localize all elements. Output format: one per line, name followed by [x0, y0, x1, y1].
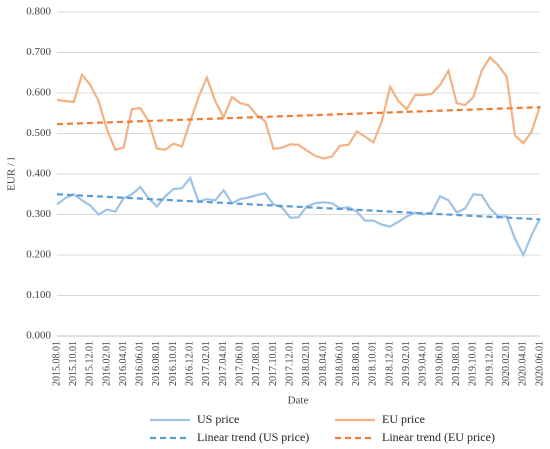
x-tick-label: 2018.06.01	[334, 341, 345, 386]
x-tick-label: 2016.06.01	[135, 341, 146, 386]
y-tick-label: 0.400	[26, 168, 51, 180]
x-tick-label: 2017.12.01	[284, 341, 295, 386]
x-tick-label: 2018.12.01	[384, 341, 395, 386]
legend-label: Linear trend (EU price)	[382, 430, 495, 444]
x-tick-label: 2015.12.01	[85, 341, 96, 386]
y-tick-label: 0.200	[26, 249, 51, 261]
y-tick-label: 0.700	[26, 46, 51, 58]
x-tick-label: 2017.02.01	[201, 341, 212, 386]
x-tick-label: 2015.10.01	[68, 341, 79, 386]
legend-label: EU price	[382, 412, 425, 426]
y-tick-label: 0.500	[26, 127, 51, 139]
x-tick-label: 2018.08.01	[351, 341, 362, 386]
x-tick-label: 2020.04.01	[518, 341, 529, 386]
y-tick-label: 0.000	[26, 330, 51, 342]
x-tick-label: 2017.08.01	[251, 341, 262, 386]
x-tick-label: 2018.02.01	[301, 341, 312, 386]
x-tick-label: 2019.06.01	[434, 341, 445, 386]
x-tick-label: 2015.08.01	[51, 341, 62, 386]
x-tick-label: 2017.04.01	[218, 341, 229, 386]
x-tick-label: 2018.10.01	[368, 341, 379, 386]
x-tick-label: 2020.02.01	[501, 341, 512, 386]
x-tick-label: 2020.06.01	[534, 341, 545, 386]
y-tick-label: 0.800	[26, 6, 51, 18]
x-tick-label: 2019.04.01	[418, 341, 429, 386]
x-tick-label: 2016.08.01	[151, 341, 162, 386]
series-line	[56, 175, 541, 258]
x-tick-label: 2016.10.01	[168, 341, 179, 386]
y-axis-label: EUR / l	[6, 157, 18, 191]
y-tick-label: 0.100	[26, 289, 51, 301]
x-axis-label: Date	[288, 395, 309, 407]
legend-label: Linear trend (US price)	[197, 430, 309, 444]
x-tick-label: 2016.02.01	[101, 341, 112, 386]
trend-line	[56, 193, 541, 221]
y-tick-label: 0.300	[26, 208, 51, 220]
x-tick-label: 2016.12.01	[185, 341, 196, 386]
x-tick-label: 2017.10.01	[268, 341, 279, 386]
trend-line	[56, 106, 541, 126]
x-tick-label: 2016.04.01	[118, 341, 129, 386]
x-tick-label: 2019.10.01	[468, 341, 479, 386]
y-tick-label: 0.600	[26, 87, 51, 99]
x-tick-label: 2018.04.01	[318, 341, 329, 386]
x-tick-label: 2019.12.01	[484, 341, 495, 386]
x-tick-label: 2019.02.01	[401, 341, 412, 386]
legend-label: US price	[197, 412, 239, 426]
x-tick-label: 2019.08.01	[451, 341, 462, 386]
x-tick-label: 2017.06.01	[235, 341, 246, 386]
series-line	[56, 55, 542, 160]
